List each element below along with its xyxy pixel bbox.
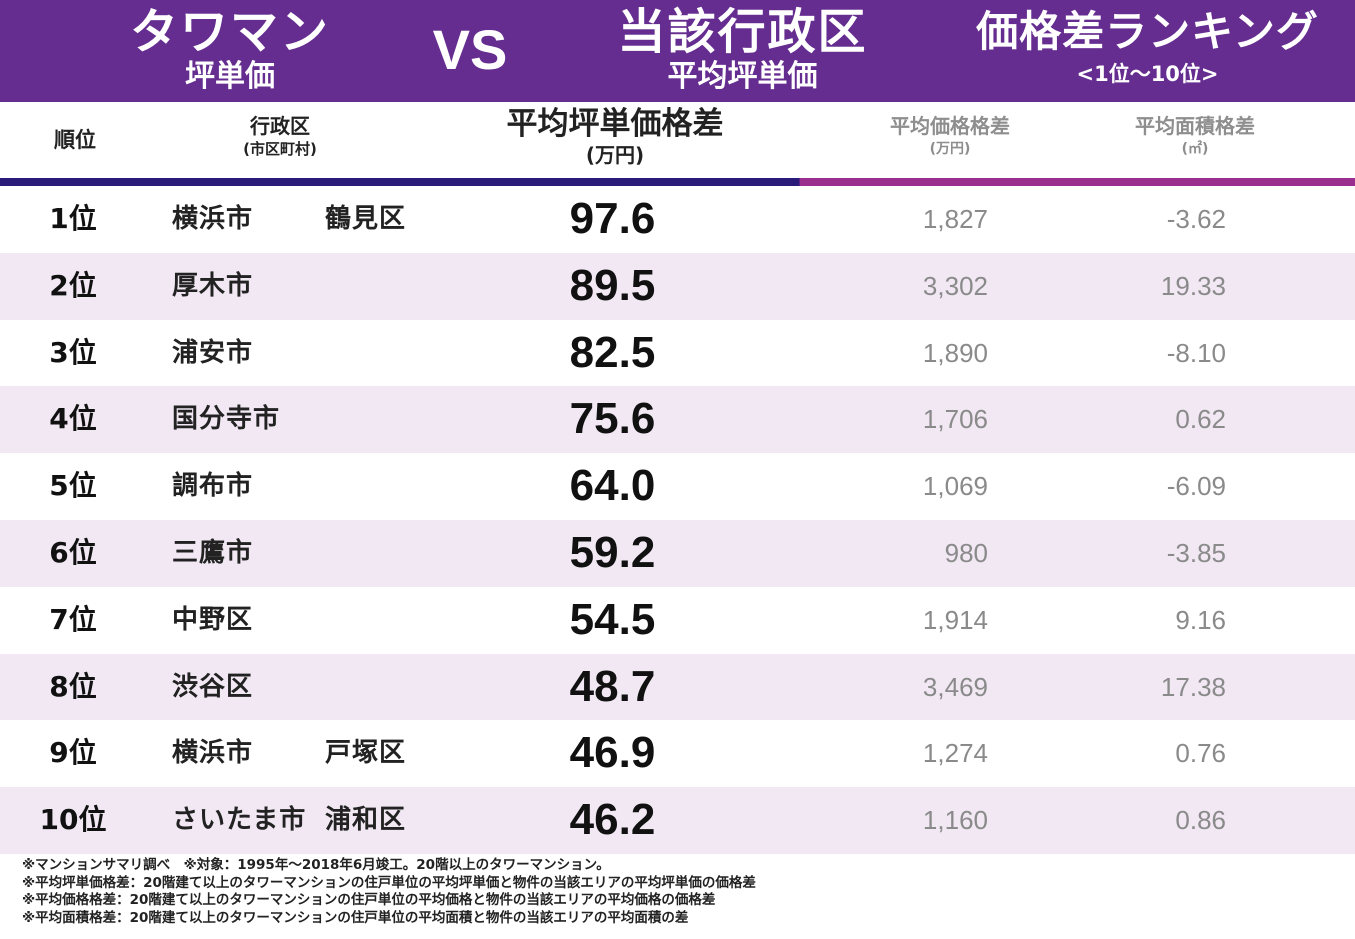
banner-vs: VS: [432, 18, 508, 81]
banner-right: 価格差ランキング <1位〜10位>: [960, 4, 1335, 88]
diff-cell: 48.7: [569, 661, 656, 711]
area-cell: 0.76: [1175, 738, 1226, 769]
table-row: 9位 横浜市 戸塚区 46.9 1,274 0.76: [0, 720, 1355, 787]
col-diff-label: 平均坪単価格差: [506, 106, 724, 142]
area-cell: -3.85: [1166, 537, 1226, 568]
col-price-label: 平均価格格差: [890, 114, 1010, 138]
diff-cell: 97.6: [569, 194, 656, 243]
city-cell: 国分寺市: [172, 404, 281, 435]
price-cell: 1,069: [922, 471, 988, 502]
table-row: 1位 横浜市 鶴見区 97.6 1,827 -3.62: [0, 186, 1355, 253]
header-divider: [0, 178, 1355, 186]
footnote: ※平均坪単価格差：20階建て以上のタワーマンションの住戸単位の平均坪単価と物件の…: [22, 874, 756, 891]
banner-right-sub: <1位〜10位>: [1076, 62, 1219, 86]
footnote: ※平均価格格差：20階建て以上のタワーマンションの住戸単位の平均価格と物件の当該…: [22, 892, 716, 908]
ward-cell: 戸塚区: [325, 738, 407, 769]
diff-cell: 59.2: [569, 527, 656, 577]
price-cell: 1,274: [922, 738, 988, 769]
col-ward-header: 行政区 (市区町村): [180, 114, 380, 160]
price-cell: 1,160: [922, 805, 988, 836]
price-cell: 3,302: [922, 270, 988, 301]
footnotes: ※マンションサマリ調べ ※対象：1995年〜2018年6月竣工。20階以上のタワ…: [22, 857, 1332, 927]
price-cell: 3,469: [922, 671, 988, 702]
diff-cell: 46.9: [569, 728, 656, 778]
price-cell: 1,890: [922, 337, 988, 368]
col-price-header: 平均価格格差 (万円): [850, 114, 1050, 160]
banner-left-sub: 坪単価: [185, 59, 275, 94]
col-area-unit: (㎡): [1181, 141, 1209, 157]
col-ward-sub: (市区町村): [243, 140, 317, 158]
price-cell: 1,706: [922, 404, 988, 435]
title-banner: タワマン 坪単価 VS 当該行政区 平均坪単価 価格差ランキング <1位〜10位…: [0, 0, 1355, 102]
col-diff-unit: (万円): [585, 143, 645, 167]
column-header: 順位 行政区 (市区町村) 平均坪単価格差 (万円) 平均価格格差 (万円) 平…: [0, 102, 1355, 178]
banner-center-sub: 平均坪単価: [667, 59, 818, 94]
diff-cell: 64.0: [569, 461, 656, 511]
rank-cell: 8位: [49, 669, 97, 703]
col-area-label: 平均面積格差: [1135, 114, 1255, 138]
table-row: 8位 渋谷区 48.7 3,469 17.38: [0, 653, 1355, 721]
city-cell: さいたま市: [172, 805, 307, 836]
rank-cell: 9位: [49, 736, 97, 770]
rank-cell: 6位: [49, 535, 97, 569]
city-cell: 浦安市: [172, 337, 254, 368]
price-cell: 980: [944, 537, 988, 568]
col-area-header: 平均面積格差 (㎡): [1090, 114, 1300, 160]
footnote: ※平均面積格差：20階建て以上のタワーマンションの住戸単位の平均面積と物件の当該…: [22, 909, 689, 926]
banner-left-main: タワマン: [129, 4, 330, 60]
rank-cell: 4位: [49, 402, 97, 436]
banner-right-main: 価格差ランキング: [976, 7, 1319, 56]
rank-cell: 3位: [49, 335, 97, 369]
table-row: 6位 三鷹市 59.2 980 -3.85: [0, 519, 1355, 587]
ward-cell: 浦和区: [325, 805, 407, 836]
ward-cell: 鶴見区: [325, 204, 407, 234]
footnote: ※マンションサマリ調べ ※対象：1995年〜2018年6月竣工。20階以上のタワ…: [22, 857, 610, 873]
area-cell: 0.62: [1175, 404, 1226, 435]
diff-cell: 75.6: [569, 394, 656, 444]
table-row: 2位 厚木市 89.5 3,302 19.33: [0, 252, 1355, 320]
area-cell: -8.10: [1166, 337, 1226, 368]
banner-left: タワマン 坪単価: [115, 4, 345, 94]
area-cell: 17.38: [1160, 671, 1226, 702]
area-cell: -6.09: [1166, 471, 1226, 502]
rank-cell: 1位: [49, 202, 97, 235]
table-row: 4位 国分寺市 75.6 1,706 0.62: [0, 386, 1355, 454]
price-cell: 1,914: [922, 604, 988, 635]
col-rank-header: 順位: [54, 128, 96, 152]
city-cell: 中野区: [172, 604, 254, 635]
diff-cell: 89.5: [569, 260, 656, 310]
area-cell: -3.62: [1166, 204, 1226, 234]
rank-cell: 7位: [49, 602, 97, 636]
city-cell: 横浜市: [172, 204, 254, 234]
rank-cell: 2位: [49, 268, 97, 302]
ranking-table: 1位 横浜市 鶴見区 97.6 1,827 -3.62 2位 厚木市 89.5 …: [0, 186, 1355, 854]
city-cell: 調布市: [172, 471, 254, 502]
area-cell: 9.16: [1175, 604, 1226, 635]
col-ward-label: 行政区: [250, 114, 310, 138]
table-row: 7位 中野区 54.5 1,914 9.16: [0, 587, 1355, 654]
rank-cell: 5位: [49, 469, 97, 503]
city-cell: 厚木市: [172, 270, 254, 301]
diff-cell: 46.2: [569, 795, 656, 845]
city-cell: 横浜市: [172, 738, 254, 769]
col-price-unit: (万円): [929, 141, 971, 157]
col-diff-header: 平均坪単価格差 (万円): [470, 106, 760, 168]
table-row: 3位 浦安市 82.5 1,890 -8.10: [0, 320, 1355, 387]
city-cell: 三鷹市: [172, 537, 254, 568]
diff-cell: 82.5: [569, 327, 656, 377]
table-row: 10位 さいたま市 浦和区 46.2 1,160 0.86: [0, 787, 1355, 854]
area-cell: 0.86: [1175, 805, 1226, 836]
city-cell: 渋谷区: [172, 671, 254, 702]
area-cell: 19.33: [1160, 270, 1226, 301]
rank-cell: 10位: [39, 803, 107, 837]
price-cell: 1,827: [922, 204, 988, 234]
table-row: 5位 調布市 64.0 1,069 -6.09: [0, 453, 1355, 520]
diff-cell: 54.5: [569, 594, 656, 644]
banner-center: 当該行政区 平均坪単価: [590, 4, 895, 94]
banner-center-main: 当該行政区: [617, 4, 868, 60]
